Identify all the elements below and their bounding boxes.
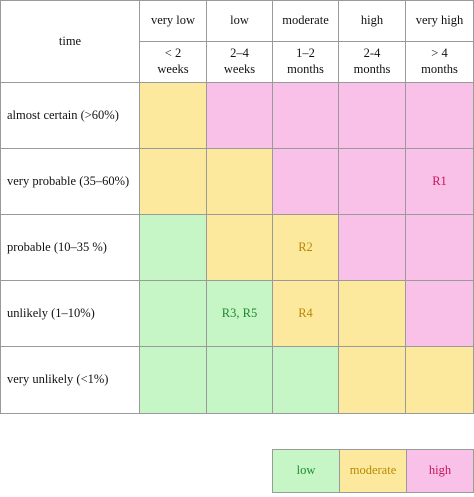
matrix-cell [139, 214, 207, 281]
duration-header-5: > 4 months [405, 41, 474, 83]
legend-moderate: moderate [339, 449, 407, 493]
row-label-very-probable: very probable (35–60%) [0, 148, 140, 215]
corner-header: time [0, 0, 140, 83]
level-header-high: high [338, 0, 406, 42]
duration-header-1: < 2 weeks [139, 41, 207, 83]
row-label-very-unlikely: very unlikely (<1%) [0, 346, 140, 414]
level-header-low: low [206, 0, 273, 42]
risk-cell-r4: R4 [272, 280, 339, 347]
matrix-cell [139, 82, 207, 149]
matrix-cell [206, 82, 273, 149]
matrix-cell [272, 346, 339, 414]
matrix-cell [338, 214, 406, 281]
risk-cell-r1: R1 [405, 148, 474, 215]
matrix-cell [405, 280, 474, 347]
matrix-cell [338, 148, 406, 215]
row-label-probable: probable (10–35 %) [0, 214, 140, 281]
risk-matrix: time very low low moderate high very hig… [0, 0, 474, 414]
matrix-cell [338, 280, 406, 347]
level-header-very-high: very high [405, 0, 474, 42]
matrix-cell [405, 214, 474, 281]
matrix-cell [139, 280, 207, 347]
matrix-cell [272, 148, 339, 215]
risk-legend: low moderate high [272, 449, 474, 493]
risk-cell-r2: R2 [272, 214, 339, 281]
duration-header-2: 2–4 weeks [206, 41, 273, 83]
level-header-moderate: moderate [272, 0, 339, 42]
matrix-cell [405, 346, 474, 414]
matrix-cell [206, 346, 273, 414]
matrix-cell [405, 82, 474, 149]
duration-header-4: 2-4 months [338, 41, 406, 83]
matrix-cell [139, 148, 207, 215]
matrix-cell [338, 346, 406, 414]
legend-high: high [406, 449, 474, 493]
row-label-almost-certain: almost certain (>60%) [0, 82, 140, 149]
matrix-cell [206, 148, 273, 215]
duration-header-3: 1–2 months [272, 41, 339, 83]
row-label-unlikely: unlikely (1–10%) [0, 280, 140, 347]
matrix-cell [139, 346, 207, 414]
matrix-cell [338, 82, 406, 149]
risk-cell-r3-r5: R3, R5 [206, 280, 273, 347]
matrix-cell [272, 82, 339, 149]
level-header-very-low: very low [139, 0, 207, 42]
matrix-cell [206, 214, 273, 281]
legend-low: low [272, 449, 340, 493]
